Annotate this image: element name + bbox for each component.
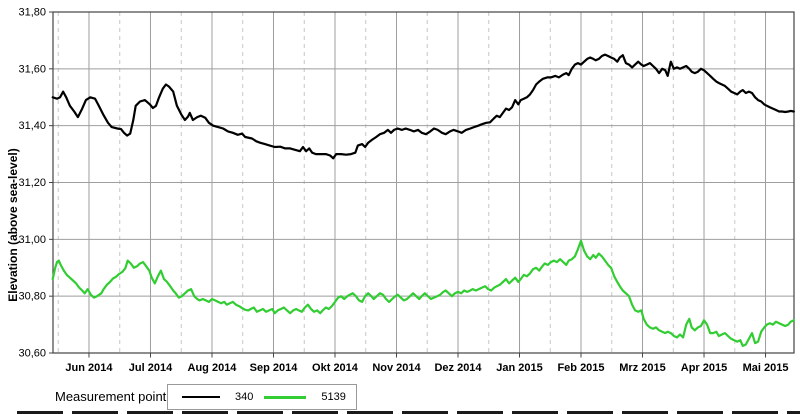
svg-text:Okt 2014: Okt 2014	[312, 362, 359, 374]
cropped-table-top-border	[17, 411, 800, 414]
svg-text:31,40: 31,40	[18, 120, 46, 132]
svg-text:Dez 2014: Dez 2014	[434, 362, 482, 374]
legend-entry-340: 340	[235, 391, 254, 403]
svg-text:Jun 2014: Jun 2014	[65, 362, 113, 374]
svg-text:31,20: 31,20	[18, 177, 46, 189]
svg-text:31,00: 31,00	[18, 234, 46, 246]
svg-text:Jul 2014: Jul 2014	[129, 362, 173, 374]
svg-text:30,80: 30,80	[18, 291, 46, 303]
legend-box: 340 5139	[167, 384, 357, 410]
svg-text:31,80: 31,80	[18, 7, 46, 19]
svg-text:Feb 2015: Feb 2015	[557, 362, 604, 374]
svg-text:31,60: 31,60	[18, 63, 46, 75]
svg-text:30,60: 30,60	[18, 348, 46, 360]
y-axis-title: Elevation (above sea-level)	[6, 148, 20, 302]
svg-text:Mai 2015: Mai 2015	[743, 362, 789, 374]
legend-title: Measurement point no.	[55, 389, 188, 404]
legend-entry-5139: 5139	[321, 391, 346, 403]
svg-text:Apr 2015: Apr 2015	[681, 362, 727, 374]
svg-text:Nov 2014: Nov 2014	[372, 362, 421, 374]
svg-text:Sep 2014: Sep 2014	[250, 362, 299, 374]
svg-text:Mrz 2015: Mrz 2015	[619, 362, 665, 374]
svg-text:Jan 2015: Jan 2015	[496, 362, 542, 374]
series-5139-line-swatch	[264, 395, 307, 399]
svg-text:Aug 2014: Aug 2014	[188, 362, 238, 374]
series-340-line-swatch	[182, 395, 220, 399]
